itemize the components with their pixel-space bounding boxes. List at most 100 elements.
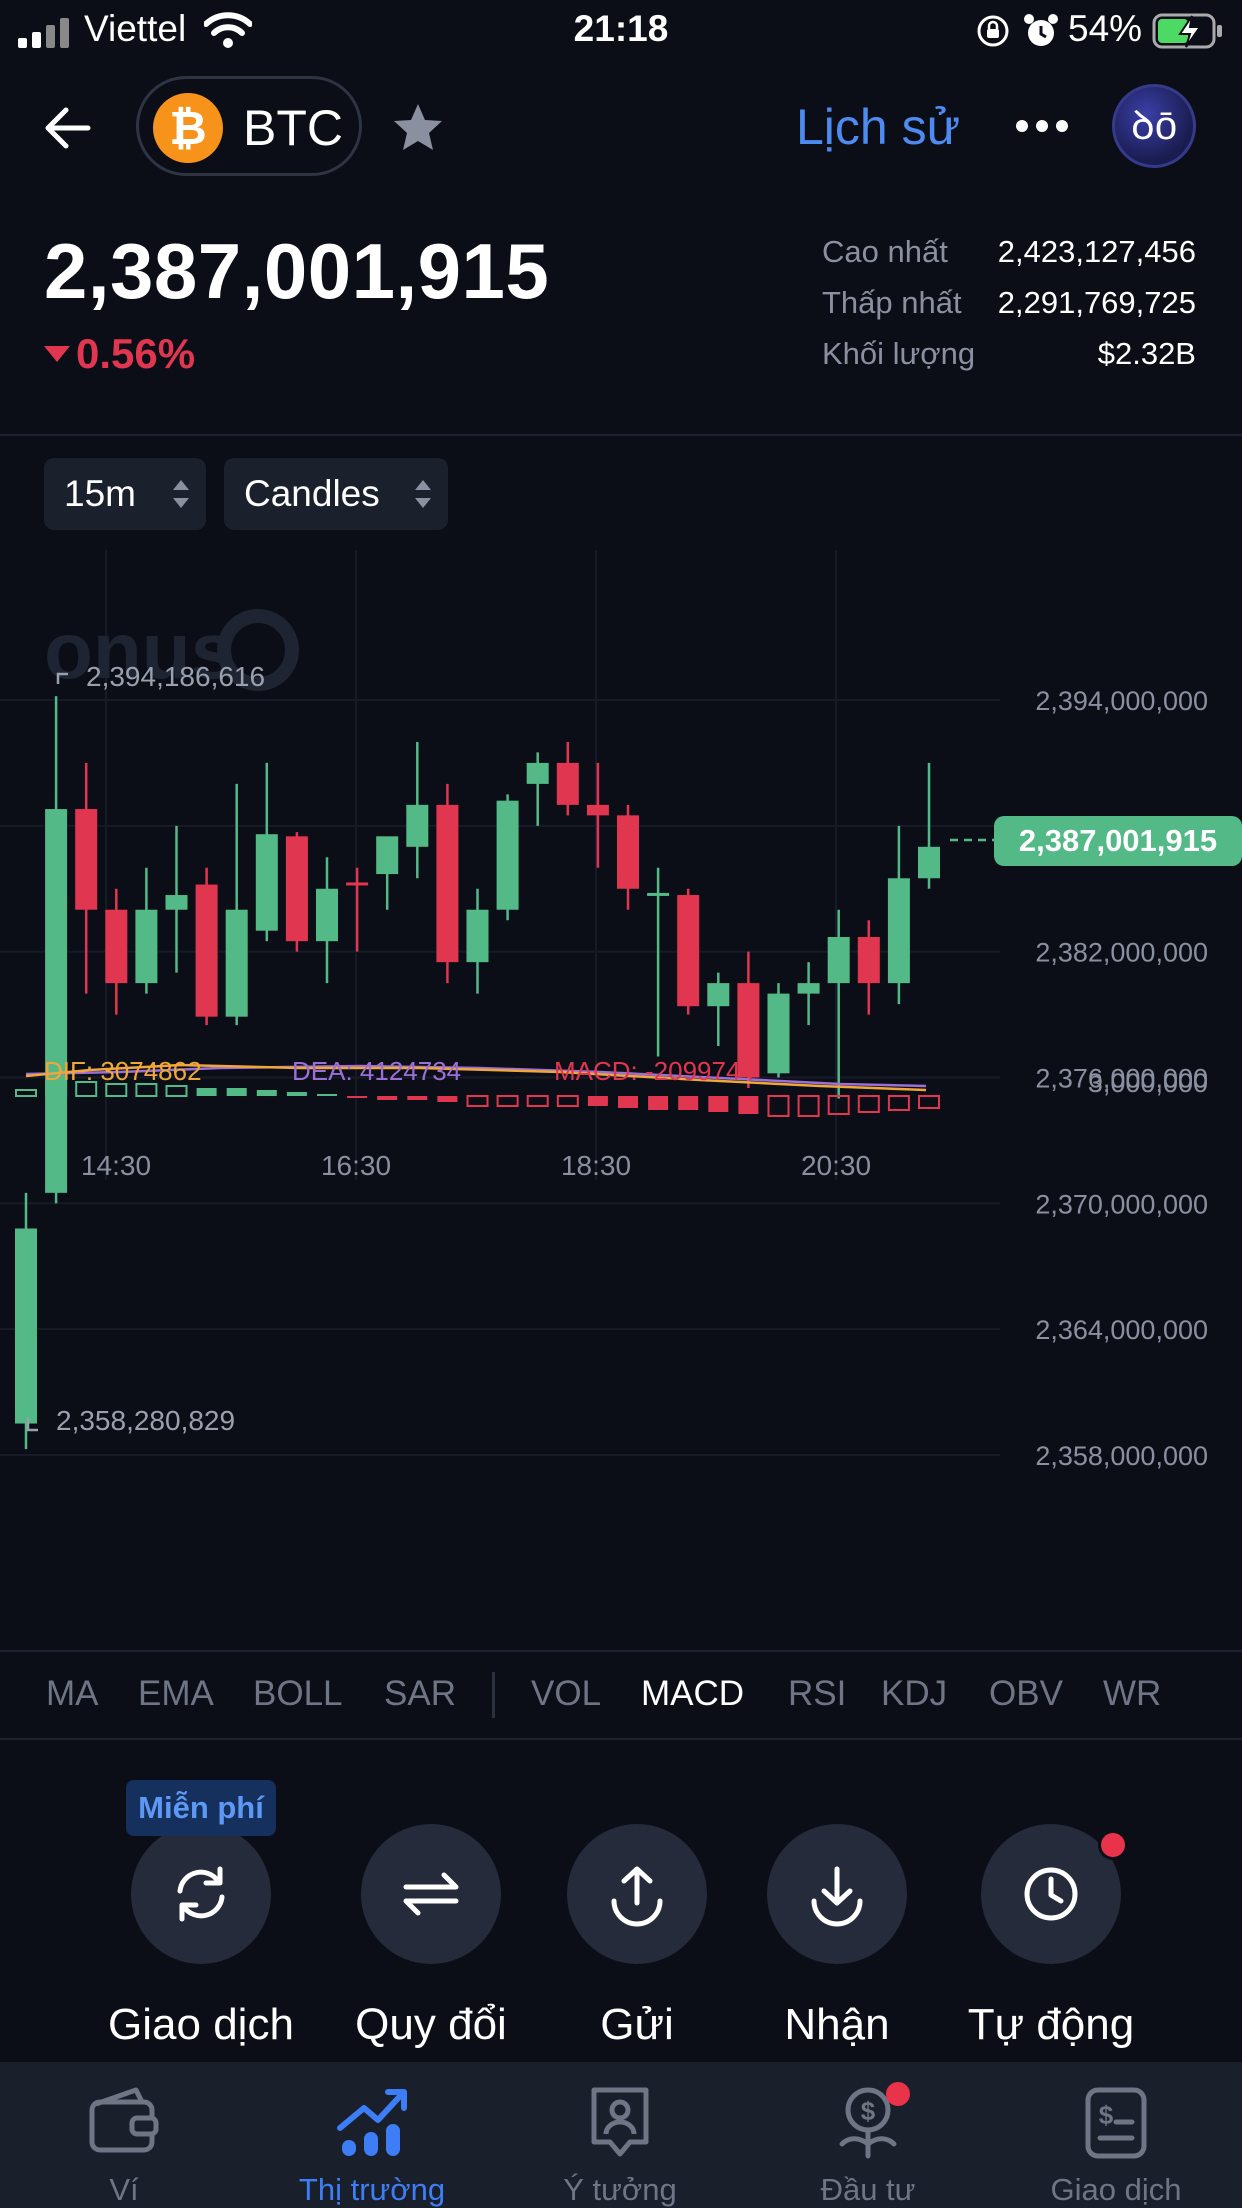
candle-body <box>556 762 579 805</box>
back-arrow-icon[interactable] <box>40 98 100 158</box>
price-change-value: 0.56% <box>76 330 196 377</box>
candle-body <box>376 836 399 875</box>
macd-dea-label: DEA: 4124734 <box>292 1056 461 1086</box>
trade-button[interactable] <box>131 1824 271 1964</box>
macd-histogram-bar <box>678 1096 699 1110</box>
indicator-tab-rsi[interactable]: RSI <box>788 1674 847 1713</box>
clock-icon <box>1024 1867 1078 1921</box>
coin-selector[interactable]: ₿ BTC <box>136 76 362 176</box>
macd-histogram-bar <box>256 1090 277 1096</box>
svg-text:$: $ <box>1099 2100 1114 2130</box>
macd-histogram-bar <box>75 1081 98 1097</box>
interval-value: 15m <box>64 473 136 514</box>
divider <box>0 434 1242 436</box>
candle-body <box>857 936 880 984</box>
indicator-tab-vol[interactable]: VOL <box>531 1674 602 1713</box>
notification-dot <box>1098 1830 1128 1860</box>
macd-histogram-bar <box>15 1089 37 1097</box>
receive-button[interactable] <box>767 1824 907 1964</box>
nav-label-ideas: Ý tưởng <box>563 2172 677 2207</box>
macd-histogram-bar <box>196 1088 217 1096</box>
receive-label: Nhận <box>784 2000 890 2049</box>
current-price-tag-label: 2,387,001,915 <box>1019 823 1217 858</box>
carrier-name: Viettel <box>84 8 187 49</box>
y-axis-label: 2,394,000,000 <box>1035 686 1208 716</box>
macd-histogram-bar <box>165 1085 188 1097</box>
auto-label: Tự động <box>967 2000 1135 2049</box>
favorite-star-icon[interactable] <box>388 98 448 158</box>
indicator-tab-wr[interactable]: WR <box>1103 1674 1162 1713</box>
macd-value-label: MACD: -2099744 <box>554 1056 755 1086</box>
y-axis-label: 2,376,000,000 <box>1035 1064 1208 1094</box>
clock-time: 21:18 <box>573 8 669 49</box>
indicator-tab-boll[interactable]: BOLL <box>253 1674 343 1713</box>
nav-label-market: Thị trường <box>298 2172 446 2207</box>
nav-item-trade[interactable]: $ Giao dịch <box>992 2062 1240 2208</box>
watermark-logo-icon <box>217 609 299 691</box>
indicator-tab-sar[interactable]: SAR <box>384 1674 456 1713</box>
candle-body <box>165 895 188 910</box>
alarm-icon <box>1024 14 1058 46</box>
price-chart[interactable]: onus 2,394,000,0002,388,000,0002,382,000… <box>0 550 1242 1650</box>
candle-body <box>346 882 369 886</box>
chart-type-selector[interactable]: Candles <box>224 458 448 530</box>
candle-body <box>586 804 609 816</box>
invest-icon: $ <box>839 2087 897 2159</box>
user-avatar[interactable]: ꝺō <box>1112 84 1196 168</box>
macd-histogram-bar <box>708 1096 729 1112</box>
stat-low-label: Thấp nhất <box>822 285 962 320</box>
indicator-tab-obv[interactable]: OBV <box>989 1674 1063 1713</box>
nav-item-ideas[interactable]: Ý tưởng <box>496 2062 744 2208</box>
macd-histogram-bar <box>556 1095 579 1107</box>
macd-histogram-bar <box>347 1096 368 1098</box>
indicator-tab-ma[interactable]: MA <box>46 1674 99 1713</box>
exchange-arrows-icon <box>403 1872 459 1916</box>
convert-button[interactable] <box>361 1824 501 1964</box>
nav-item-wallet[interactable]: Ví <box>0 2062 248 2208</box>
chart-type-value: Candles <box>244 473 380 514</box>
macd-dea-line <box>25 1064 927 1088</box>
tab-separator <box>492 1672 495 1718</box>
nav-item-invest[interactable]: $ Đầu tư <box>744 2062 992 2208</box>
auto-button[interactable] <box>981 1824 1121 1964</box>
candle-body <box>707 983 730 1007</box>
candle-body <box>45 809 68 1193</box>
macd-histogram-bar <box>286 1092 307 1096</box>
candle-body <box>316 888 338 942</box>
macd-histogram-bar <box>887 1095 910 1111</box>
macd-histogram-bar <box>797 1095 820 1117</box>
interval-selector[interactable]: 15m <box>44 458 206 530</box>
divider <box>0 1650 1242 1652</box>
ideas-icon <box>591 2087 649 2157</box>
battery-percentage: 54% <box>1068 8 1143 49</box>
y-axis-label: 2,370,000,000 <box>1035 1189 1208 1219</box>
macd-histogram-bar <box>587 1096 608 1106</box>
candle-body <box>195 884 218 1017</box>
y-axis-label: 2,364,000,000 <box>1035 1315 1208 1345</box>
current-price-tag <box>994 816 1242 866</box>
y-axis-label: 2,382,000,000 <box>1035 938 1208 968</box>
wallet-icon <box>89 2087 159 2153</box>
candle-body <box>15 1228 37 1424</box>
candle-body <box>827 936 850 984</box>
indicator-tab-macd[interactable]: MACD <box>641 1674 745 1713</box>
more-options-icon[interactable] <box>1012 108 1072 148</box>
chart-grid <box>0 550 1000 1456</box>
candle-body <box>255 834 278 931</box>
sort-arrows-icon <box>173 480 189 508</box>
stat-high-label: Cao nhất <box>822 234 948 269</box>
history-link[interactable]: Lịch sử <box>796 99 961 155</box>
price-change: 0.56% <box>44 330 195 378</box>
x-axis-label: 14:30 <box>81 1150 151 1181</box>
send-button[interactable] <box>567 1824 707 1964</box>
y-axis-label: 2,358,000,000 <box>1035 1441 1208 1471</box>
low-marker-label: 2,358,280,829 <box>56 1405 235 1436</box>
receive-icon <box>811 1866 863 1927</box>
high-marker-icon <box>56 672 68 684</box>
trade-label: Giao dịch <box>108 2000 294 2049</box>
convert-label: Quy đổi <box>355 2000 507 2049</box>
indicator-tab-kdj[interactable]: KDJ <box>881 1674 948 1713</box>
nav-item-market[interactable]: Thị trường <box>248 2062 496 2208</box>
send-icon <box>611 1866 663 1927</box>
indicator-tab-ema[interactable]: EMA <box>138 1674 214 1713</box>
